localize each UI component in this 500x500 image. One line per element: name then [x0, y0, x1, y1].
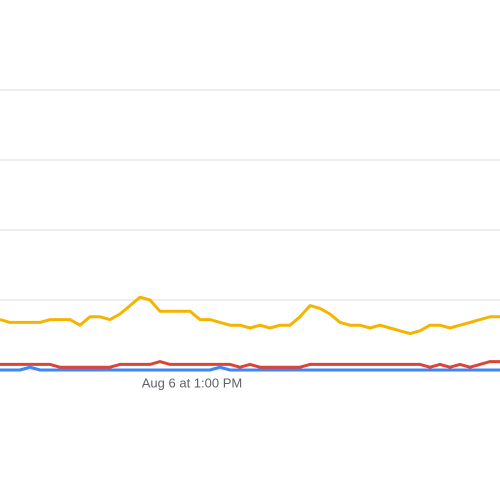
line-series: [0, 360, 500, 369]
line-series: [0, 365, 500, 372]
x-tick-label: Aug 6 at 1:00 PM: [142, 375, 242, 390]
line-series: [0, 295, 500, 336]
